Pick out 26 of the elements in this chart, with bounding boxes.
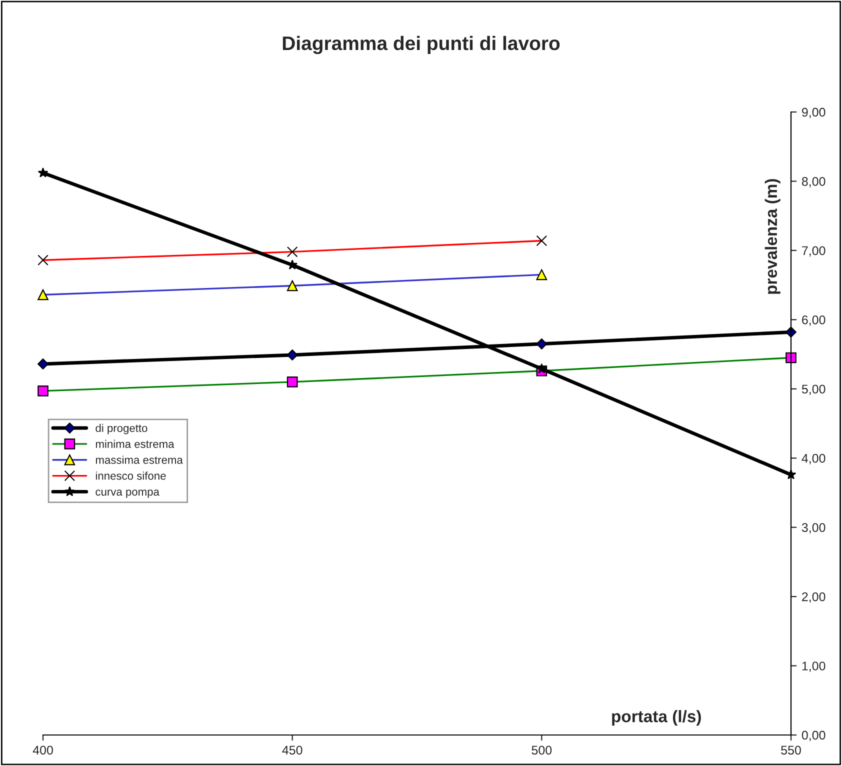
point bbox=[38, 358, 48, 370]
x-tick-label: 550 bbox=[781, 746, 801, 755]
x-tick-label: 450 bbox=[282, 746, 302, 755]
legend-label: innesco sifone bbox=[96, 472, 166, 480]
point bbox=[536, 338, 548, 350]
x-tick-label: 500 bbox=[532, 746, 552, 755]
y-tick-label: 7,00 bbox=[802, 246, 826, 257]
x-axis-title: portata (l/s) bbox=[612, 710, 701, 726]
legend-label: massima estrema bbox=[96, 456, 183, 464]
y-tick-label: 6,00 bbox=[802, 315, 826, 326]
y-tick-label: 5,00 bbox=[802, 384, 826, 396]
chart-title: Diagramma dei punti di lavoro bbox=[282, 36, 560, 54]
point bbox=[38, 168, 48, 178]
point bbox=[286, 350, 298, 360]
y-tick-label: 3,00 bbox=[802, 523, 826, 534]
x-tick-label: 400 bbox=[32, 746, 53, 755]
y-tick-label: 9,00 bbox=[802, 108, 826, 118]
y-tick-label: 1,00 bbox=[802, 662, 826, 672]
y-tick-label: 0,00 bbox=[802, 730, 826, 742]
legend-label: di progetto bbox=[96, 424, 148, 434]
y-tick-label: 2,00 bbox=[802, 592, 826, 603]
legend-label: curva pompa bbox=[96, 490, 160, 498]
legend-label: minima estrema bbox=[96, 440, 174, 448]
y-tick-label: 8,00 bbox=[802, 177, 826, 188]
y-axis-title: prevalenza (m) bbox=[764, 179, 780, 294]
y-tick-label: 4,00 bbox=[802, 454, 826, 464]
